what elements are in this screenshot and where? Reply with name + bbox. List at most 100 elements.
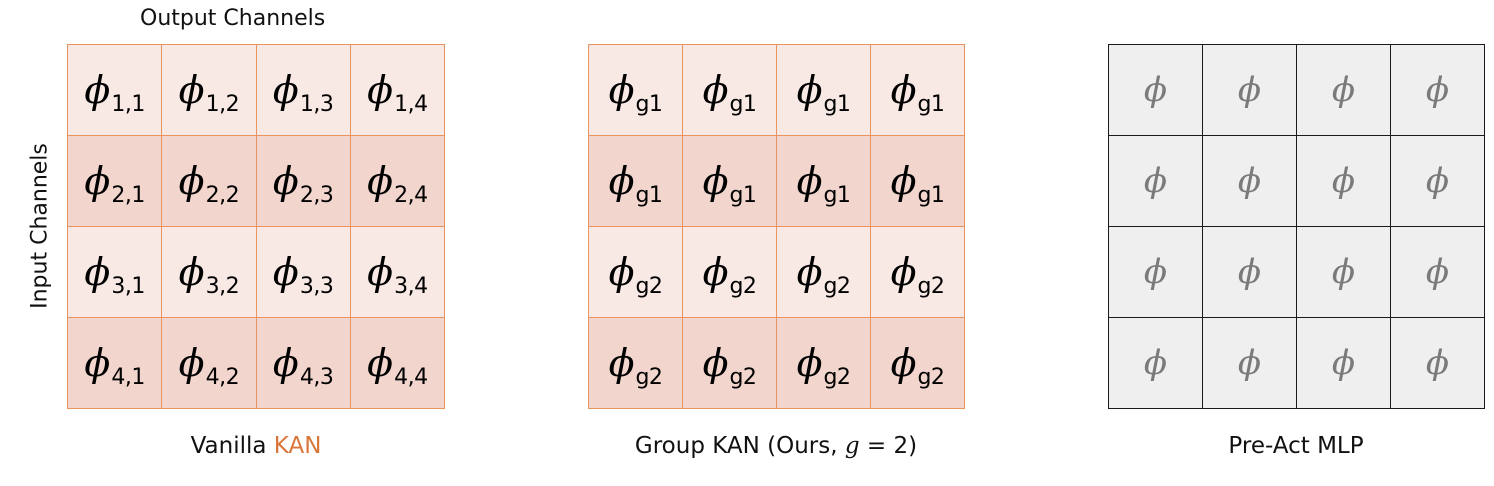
phi-symbol: ϕ [1425,343,1450,383]
vanilla-kan-cell: ϕ 2,3 [256,136,351,227]
phi-subscript: 4,4 [394,365,428,390]
phi-symbol: ϕ [702,159,729,203]
phi-symbol: ϕ [1237,343,1262,383]
phi-symbol: ϕ [890,341,917,385]
phi-function: ϕ 4,1 [84,341,145,390]
phi-symbol: ϕ [272,250,299,294]
phi-function: ϕ g2 [608,250,663,299]
group-kan-cell: ϕ g1 [777,136,871,227]
phi-symbol: ϕ [1143,70,1168,110]
input-channels-label: Input Channels [27,143,53,309]
phi-subscript: 3,4 [394,274,428,299]
vanilla-kan-grid: ϕ 1,1 ϕ 1,2 ϕ 1,3 ϕ 1,4 ϕ 2,1 ϕ 2,2 ϕ 2,3 ϕ 2,4 ϕ 3,1 ϕ 3,2… [67,44,445,409]
phi-function: ϕ g1 [796,159,851,208]
phi-symbol: ϕ [608,250,635,294]
vanilla-kan-cell: ϕ 3,4 [350,227,445,318]
output-channels-label: Output Channels [140,6,326,31]
phi-subscript: g1 [917,92,945,117]
vanilla-kan-caption: Vanilla KAN [191,433,322,459]
phi-subscript: 3,3 [299,274,334,299]
group-kan-cell: ϕ g2 [589,318,683,409]
phi-symbol: ϕ [84,341,111,385]
phi-subscript: g1 [823,92,851,117]
phi-subscript: 2,1 [111,183,145,208]
phi-function: ϕ 4,4 [367,344,428,390]
phi-function: ϕ g2 [890,341,945,390]
phi-function: ϕ 1,1 [84,68,145,117]
phi-function: ϕ g1 [797,71,851,117]
phi-subscript: 1,1 [111,92,145,117]
phi-subscript: g2 [729,274,757,299]
phi-symbol: ϕ [178,159,205,203]
phi-function: ϕ g1 [702,159,757,208]
phi-symbol: ϕ [796,159,823,203]
phi-subscript: 1,2 [205,92,240,117]
phi-symbol: ϕ [702,250,729,294]
phi-symbol: ϕ [702,68,729,112]
group-kan-cell: ϕ g1 [871,45,965,136]
group-kan-cell: ϕ g1 [683,45,777,136]
phi-symbol: ϕ [1425,161,1450,201]
pre-act-mlp-cell: ϕ [1109,136,1203,227]
group-kan-cell: ϕ g1 [589,136,683,227]
vanilla-kan-cell: ϕ 4,2 [162,318,257,409]
vanilla-kan-cell: ϕ 2,4 [350,136,445,227]
phi-symbol: ϕ [608,341,635,385]
phi-subscript: g1 [729,92,757,117]
phi-subscript: g2 [917,274,945,299]
phi-symbol: ϕ [1237,252,1262,292]
pre-act-mlp-cell: ϕ [1297,45,1391,136]
group-kan-cell: ϕ g1 [871,136,965,227]
vanilla-kan-cell: ϕ 2,1 [68,136,163,227]
group-kan-cell: ϕ g2 [589,227,683,318]
phi-subscript: g1 [917,183,945,208]
group-kan-grid: ϕ g1 ϕ g1 ϕ g1 ϕ g1 ϕ g1 ϕ g1 ϕ g1 ϕ g1 ϕ g2 ϕ g2 ϕ g2 ϕ g2 ϕ g2 ϕ… [588,44,965,409]
phi-subscript: g1 [635,183,663,208]
phi-function: ϕ 3,3 [272,250,334,299]
group-kan-cell: ϕ g1 [777,45,871,136]
phi-symbol: ϕ [84,68,111,112]
phi-symbol: ϕ [1331,161,1356,201]
group-kan-cell: ϕ g2 [777,227,871,318]
phi-symbol: ϕ [890,68,917,112]
phi-function: ϕ g1 [608,159,663,208]
phi-function: ϕ 1,4 [367,71,428,117]
phi-subscript: 3,2 [205,274,240,299]
vanilla-kan-cell: ϕ 3,3 [256,227,351,318]
phi-function: ϕ g1 [890,68,945,117]
phi-symbol: ϕ [1143,343,1168,383]
pre-act-mlp-cell: ϕ [1203,136,1297,227]
phi-symbol: ϕ [1425,252,1450,292]
phi-function: ϕ g2 [797,253,851,299]
pre-act-mlp-cell: ϕ [1391,227,1485,318]
pre-act-mlp-cell: ϕ [1203,45,1297,136]
group-kan-cell: ϕ g1 [683,136,777,227]
group-kan-cell: ϕ g2 [871,227,965,318]
phi-function: ϕ 3,1 [84,253,145,299]
phi-symbol: ϕ [608,68,635,112]
vanilla-kan-cell: ϕ 3,2 [162,227,257,318]
phi-symbol: ϕ [890,159,917,203]
group-caption-prefix: Group KAN (Ours, [634,433,845,459]
phi-symbol: ϕ [272,159,299,203]
phi-symbol: ϕ [84,159,111,203]
phi-subscript: g2 [917,365,945,390]
phi-symbol: ϕ [608,159,635,203]
vanilla-caption-prefix: Vanilla [190,433,274,459]
pre-act-mlp-caption: Pre-Act MLP [1228,433,1364,459]
pre-act-mlp-cell: ϕ [1297,227,1391,318]
phi-function: ϕ g2 [796,341,851,390]
phi-symbol: ϕ [702,341,729,385]
phi-subscript: 4,2 [205,365,240,390]
phi-symbol: ϕ [272,68,299,112]
pre-act-mlp-cell: ϕ [1297,136,1391,227]
phi-function: ϕ 4,2 [179,344,240,390]
phi-function: ϕ g2 [702,250,757,299]
phi-subscript: 3,1 [111,274,145,299]
phi-subscript: 1,3 [299,92,334,117]
phi-symbol: ϕ [796,341,823,385]
group-caption-suffix: = 2) [859,433,918,459]
phi-function: ϕ g2 [702,341,757,390]
vanilla-kan-cell: ϕ 1,3 [256,45,351,136]
phi-symbol: ϕ [272,341,299,385]
